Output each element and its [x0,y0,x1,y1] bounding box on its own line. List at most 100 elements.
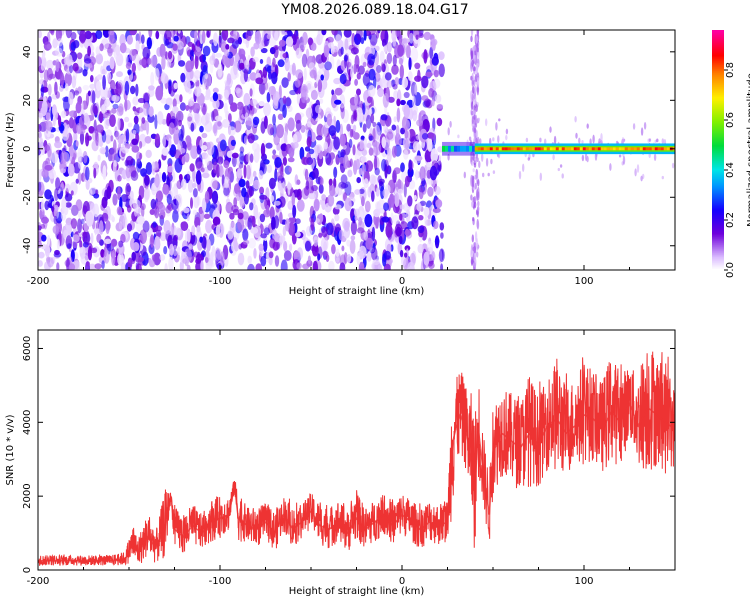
noise-cell [145,162,153,175]
noise-cell [333,166,338,179]
streak-cell [471,201,474,207]
noise-cell [363,137,368,149]
colorbar-step [712,226,724,229]
colorbar-step [712,46,724,49]
noise-cell [311,243,319,257]
noise-cell [399,99,406,106]
noise-cell [141,206,145,218]
noise-cell [224,102,228,115]
noise-cell [338,229,344,241]
colorbar-step [712,180,724,183]
speckle-cell [449,120,452,128]
noise-cell [258,101,265,107]
noise-cell [352,144,356,156]
speckle-cell [527,157,530,161]
speckle-cell [495,122,498,131]
tone-core-cell [660,147,664,151]
speckle-cell [553,135,557,145]
noise-cell [195,170,202,185]
noise-cell [299,42,306,50]
noise-cell [333,177,337,189]
noise-cell [113,160,118,167]
noise-cell [392,214,400,225]
noise-cell [93,203,100,218]
noise-cell [46,43,52,50]
noise-cell [384,30,389,45]
colorbar-step [712,170,724,173]
tone-core-cell [645,147,649,151]
noise-cell [154,205,160,219]
noise-cell [117,175,122,182]
noise-cell [169,88,175,97]
noise-cell [139,141,143,149]
noise-cell [412,141,420,152]
noise-cell [293,141,299,149]
x-tick-label: -100 [209,276,232,287]
noise-cell [377,87,384,98]
noise-cell [199,207,205,223]
noise-cell [236,155,240,167]
noise-cell [438,51,445,60]
noise-cell [194,54,199,70]
noise-cell [414,75,422,82]
noise-cell [202,45,211,57]
colorbar-step [712,116,724,119]
streak-cell [474,85,477,93]
noise-cell [282,104,287,118]
noise-cell [228,113,232,123]
noise-cell [247,217,253,230]
noise-cell [278,39,286,47]
noise-cell [106,90,112,99]
colorbar-step [712,154,724,157]
noise-cell [309,69,317,79]
colorbar-step [712,220,724,223]
noise-cell [342,38,350,50]
noise-cell [318,184,324,194]
noise-cell [401,77,409,89]
streak-cell [472,175,475,188]
noise-cell [350,47,359,55]
noise-cell [308,148,315,155]
noise-cell [260,233,268,239]
noise-cell [64,72,73,87]
noise-cell [77,218,82,234]
tone-core-cell [552,147,556,151]
noise-cell [174,158,183,173]
noise-cell [292,133,298,144]
noise-cell [380,62,384,72]
noise-cell [41,49,46,59]
colorbar-label: Normalized spectral amplitude [746,73,750,227]
noise-cell [223,160,230,169]
noise-cell [320,74,325,81]
noise-cell [323,241,327,251]
colorbar-tick-label: 0.8 [725,62,736,78]
noise-cell [334,204,342,210]
noise-cell [296,93,300,105]
noise-cell [155,190,163,202]
tone-core-cell [609,147,613,151]
noise-cell [91,90,96,105]
noise-cell [165,97,173,106]
plot-frame [37,29,676,271]
noise-cell [101,260,105,270]
streak-cell [471,101,474,110]
noise-cell [279,235,286,243]
streak-cell [477,200,480,207]
noise-cell [247,263,255,270]
noise-cell [433,69,439,78]
noise-cell [301,53,308,68]
noise-cell [155,85,164,101]
noise-cell [138,31,142,44]
tone-core-cell [663,147,667,151]
noise-cell [407,71,413,81]
noise-cell [95,46,101,56]
streak-cell [474,156,477,165]
noise-cell [322,251,329,257]
noise-cell [245,180,250,189]
noise-cell [202,106,207,114]
noise-cell [125,165,131,179]
noise-cell [215,224,221,238]
noise-cell [213,32,218,47]
noise-cell [217,63,223,78]
noise-cell [302,263,310,270]
